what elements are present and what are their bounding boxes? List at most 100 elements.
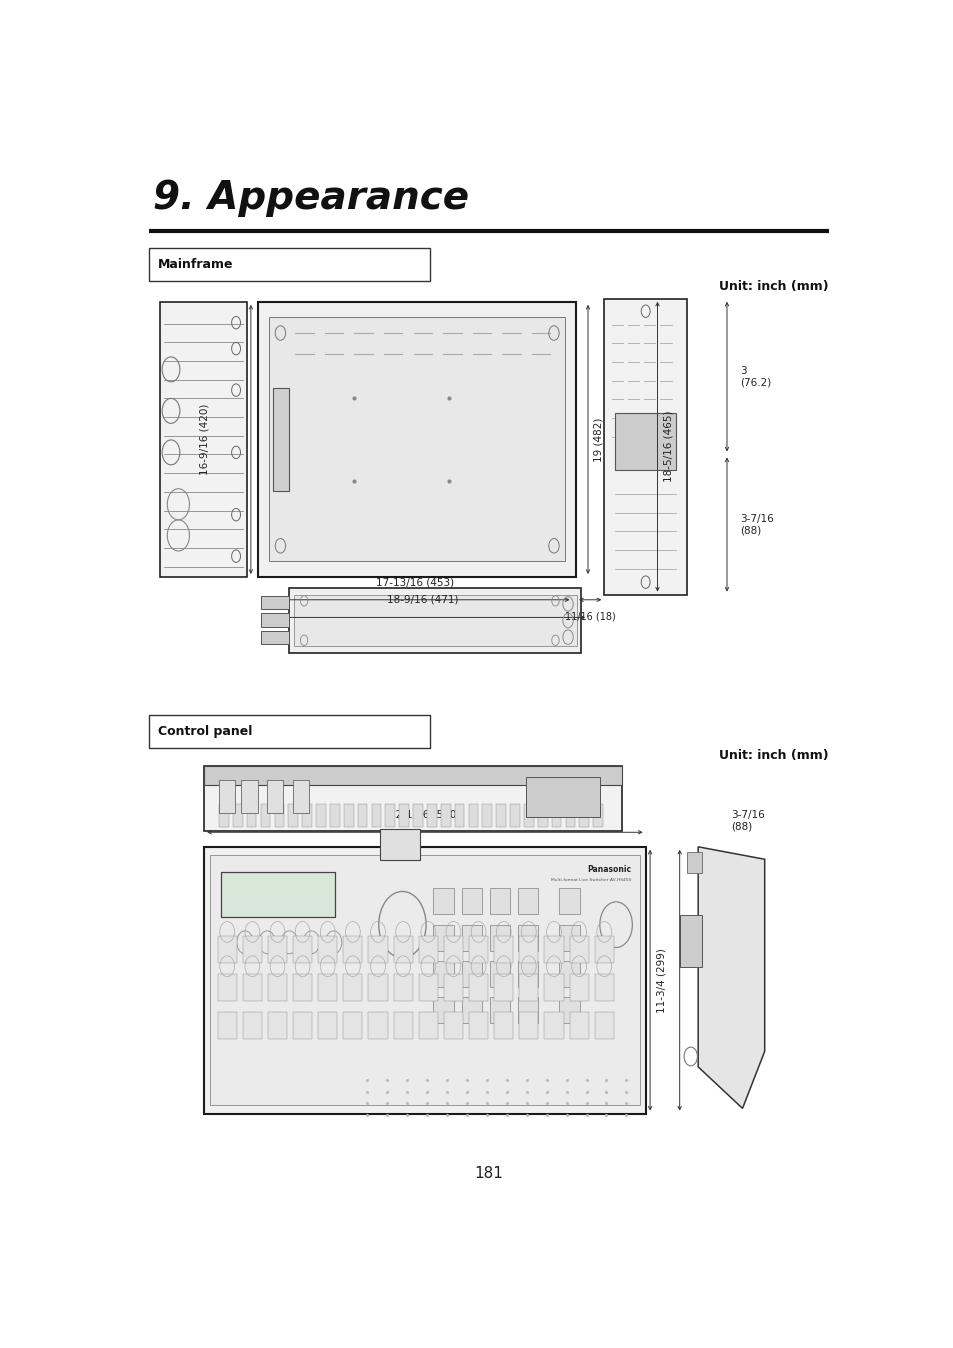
Bar [518,975,537,1002]
Bar [686,852,701,872]
Bar [518,936,537,962]
Text: Unit: inch (mm): Unit: inch (mm) [719,279,828,293]
Bar [368,975,387,1002]
Bar [357,805,367,828]
Bar [219,805,229,828]
Bar [443,975,462,1002]
Bar [219,779,235,813]
Bar [603,299,686,594]
Bar [269,317,564,561]
Bar [433,888,454,914]
Bar [288,805,297,828]
Bar [268,1012,287,1039]
Bar [551,805,561,828]
Bar [261,596,289,609]
Text: 16-9/16 (420): 16-9/16 (420) [199,404,209,474]
Bar [293,975,312,1002]
Bar [427,805,436,828]
Bar [261,613,289,627]
Bar [494,936,513,962]
Bar [594,1012,613,1039]
Bar [461,925,482,950]
Text: 11-3/4 (299): 11-3/4 (299) [656,948,665,1012]
Bar [489,925,510,950]
Text: 19 (482): 19 (482) [594,418,603,461]
Bar [517,998,537,1023]
Bar [302,805,312,828]
Text: 18-9/16 (471): 18-9/16 (471) [387,594,458,605]
Bar [294,594,577,647]
Bar [394,1012,413,1039]
Bar [413,805,422,828]
Text: 17-13/16 (453): 17-13/16 (453) [375,577,454,588]
Bar [394,936,413,962]
Bar [317,936,337,962]
Bar [379,829,420,860]
Polygon shape [698,847,764,1108]
Bar [468,805,477,828]
Bar [482,805,492,828]
Bar [273,387,289,491]
Text: Multi-format Live Switcher AV-HS450: Multi-format Live Switcher AV-HS450 [550,878,630,882]
Bar [204,847,645,1113]
Bar [418,975,437,1002]
Bar [160,302,247,577]
Bar [594,975,613,1002]
Bar [204,766,621,785]
Bar [469,1012,488,1039]
Bar [558,925,579,950]
Bar [394,975,413,1002]
Bar [440,805,450,828]
Bar [242,1012,262,1039]
Bar [368,936,387,962]
Bar [233,805,242,828]
Bar [289,588,580,652]
Bar [517,961,537,987]
Bar [594,936,613,962]
Text: 3
(76.2): 3 (76.2) [740,365,771,387]
Bar [558,961,579,987]
Bar [443,1012,462,1039]
Bar [418,1012,437,1039]
Bar [469,936,488,962]
Bar [489,998,510,1023]
Text: Control panel: Control panel [157,725,252,739]
Bar [293,1012,312,1039]
Bar [418,936,437,962]
Bar [461,888,482,914]
Bar [247,805,256,828]
Bar [343,1012,362,1039]
Bar [518,1012,537,1039]
Text: 9. Appearance: 9. Appearance [152,179,468,217]
Bar [268,936,287,962]
Bar [569,975,588,1002]
Bar [455,805,464,828]
Text: 11/16 (18): 11/16 (18) [564,611,615,621]
Bar [371,805,381,828]
Bar [210,855,639,1105]
Bar [537,805,547,828]
Bar [489,961,510,987]
Bar [578,805,589,828]
Text: 3-7/16
(88): 3-7/16 (88) [740,514,773,535]
Bar [242,936,262,962]
Text: 181: 181 [474,1166,503,1181]
Bar [615,414,676,470]
Bar [544,975,563,1002]
Bar [443,936,462,962]
Bar [317,1012,337,1039]
Bar [496,805,505,828]
Text: 3-7/16
(88): 3-7/16 (88) [731,810,764,832]
Bar [510,805,519,828]
Bar [517,925,537,950]
Bar [149,714,429,748]
Bar [469,975,488,1002]
Bar [433,925,454,950]
Bar [217,936,236,962]
Bar [461,998,482,1023]
Bar [315,805,326,828]
Bar [489,888,510,914]
Bar [317,975,337,1002]
Bar [149,248,429,282]
Bar [565,805,575,828]
